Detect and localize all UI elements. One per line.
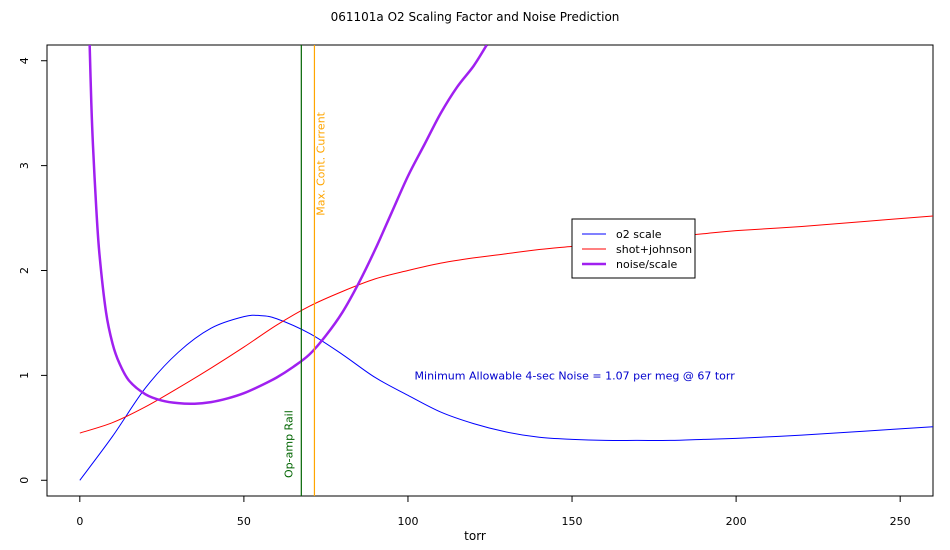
legend-label: noise/scale	[616, 258, 678, 271]
y-tick-label: 0	[18, 477, 31, 484]
x-axis: 0 50 100 150 200 250	[76, 495, 911, 528]
y-tick-label: 1	[18, 372, 31, 379]
vline-label: Max. Cont. Current	[314, 111, 327, 215]
y-tick-label: 3	[18, 162, 31, 169]
series-line-noise-scale	[88, 45, 488, 406]
legend: o2 scale shot+johnson noise/scale	[571, 218, 696, 279]
x-tick-label: 150	[562, 515, 583, 528]
y-tick-label: 4	[18, 57, 31, 64]
x-axis-label: torr	[464, 529, 486, 543]
y-axis: 0 1 2 3 4	[18, 57, 48, 484]
series-line-o2-scale	[79, 314, 933, 481]
x-tick-label: 0	[76, 515, 83, 528]
x-tick-label: 200	[726, 515, 747, 528]
chart-title: 061101a O2 Scaling Factor and Noise Pred…	[331, 10, 620, 24]
x-tick-label: 50	[237, 515, 251, 528]
y-tick-label: 2	[18, 267, 31, 274]
x-tick-label: 100	[397, 515, 418, 528]
series-line-shot-johnson	[79, 215, 933, 434]
x-tick-label: 250	[890, 515, 911, 528]
legend-label: shot+johnson	[616, 243, 692, 256]
annotation-text: Minimum Allowable 4-sec Noise = 1.07 per…	[415, 369, 736, 382]
vline-label: Op-amp Rail	[282, 410, 295, 478]
plot-area	[79, 45, 933, 481]
legend-label: o2 scale	[616, 228, 662, 241]
